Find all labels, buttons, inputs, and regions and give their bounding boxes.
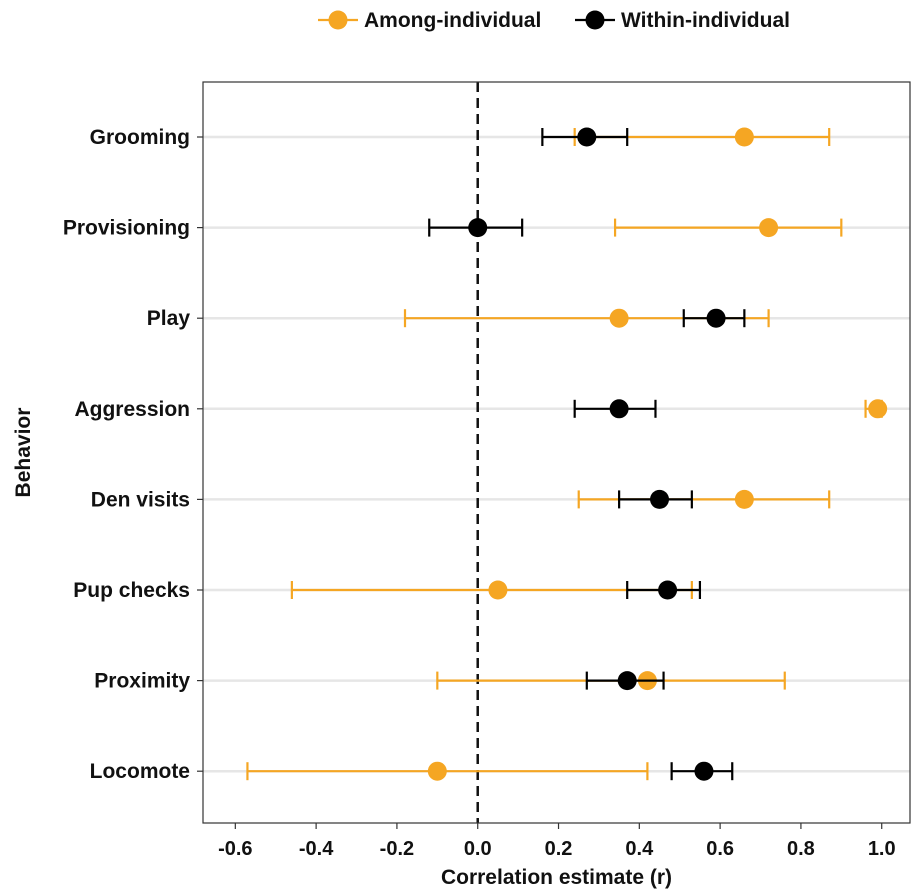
data-point (759, 218, 779, 238)
x-tick-label: 0.8 (787, 838, 815, 860)
y-axis-title: Behavior (12, 408, 35, 498)
x-tick-label: 0.2 (545, 838, 573, 860)
category-label: Grooming (90, 126, 190, 149)
data-point (658, 580, 678, 600)
x-axis-title: Correlation estimate (r) (441, 866, 672, 889)
legend-key-point (328, 10, 348, 30)
x-tick-label: 1.0 (868, 838, 896, 860)
data-point (577, 127, 597, 147)
x-tick-label: -0.4 (299, 838, 334, 860)
legend-label: Within-individual (621, 9, 790, 32)
data-point (609, 399, 629, 419)
category-label: Provisioning (63, 217, 190, 240)
data-point (617, 671, 637, 691)
plot-panel (203, 82, 910, 823)
data-point (694, 761, 714, 781)
data-point (868, 399, 888, 419)
category-label: Proximity (94, 670, 190, 693)
data-point (468, 218, 488, 238)
data-point (706, 308, 726, 328)
legend-label: Among-individual (364, 9, 541, 32)
category-label: Play (147, 307, 191, 330)
x-tick-label: 0.6 (706, 838, 734, 860)
category-label: Locomote (90, 760, 190, 783)
x-tick-label: -0.2 (380, 838, 414, 860)
x-tick-label: 0.0 (464, 838, 492, 860)
data-point (609, 308, 629, 328)
data-point (734, 489, 754, 509)
x-tick-label: 0.4 (625, 838, 654, 860)
category-label: Pup checks (73, 579, 190, 602)
plot-border (202, 81, 911, 824)
data-point (488, 580, 508, 600)
category-label: Den visits (91, 488, 190, 511)
data-point (650, 489, 670, 509)
data-point (427, 761, 447, 781)
legend-key-point (585, 10, 605, 30)
category-label: Aggression (74, 398, 190, 421)
x-tick-label: -0.6 (218, 838, 252, 860)
data-point (734, 127, 754, 147)
